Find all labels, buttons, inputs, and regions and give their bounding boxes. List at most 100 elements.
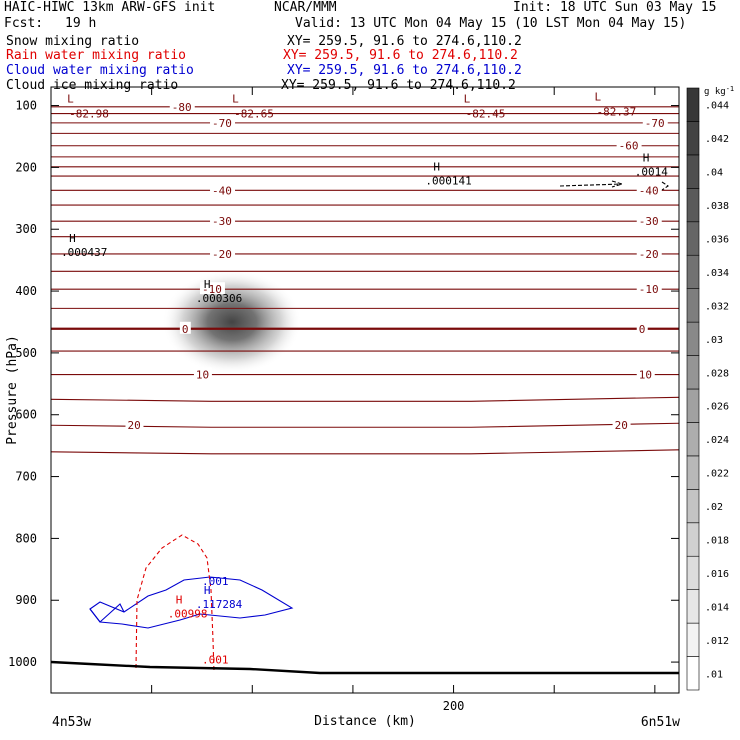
colorbar-swatch [686,87,700,122]
contour-label-bg [193,367,212,380]
maximum-value: .00998 [168,608,208,621]
contour-label-bg [210,115,236,128]
isotherm-label: -20 [639,248,659,261]
maximum-value: .000141 [425,175,471,188]
low-value: -82.98 [69,107,109,120]
field-cloudice-name: Cloud ice mixing ratio [6,78,179,93]
maximum-marker: H [204,278,211,291]
colorbar-swatch [686,288,700,323]
colorbar-swatch [686,522,700,557]
contour-label-bg [636,214,662,227]
maximum-marker: H [69,232,76,245]
contour-label-bg [210,183,236,196]
maxima-markers: H.000437H.000141H.0014H.000306H.117284H.… [61,151,668,620]
colorbar-label: .038 [705,201,729,212]
y-tick-label: 600 [15,408,37,422]
y-tick-label: 700 [15,470,37,484]
contour-label-bg [642,115,668,128]
colorbar-swatch [686,121,700,156]
terrain-surface [50,660,679,675]
colorbar-label: .036 [705,235,729,246]
colorbar-unit: g kg-1 [704,85,734,97]
maximum-marker: H [643,151,650,164]
maximum-marker: H [176,594,183,607]
colorbar-swatch [686,388,700,423]
colorbar-swatch [686,656,700,691]
y-tick-label: 200 [15,160,37,174]
field-snow-name: Snow mixing ratio [6,34,140,49]
x-axis-title: Distance (km) [314,714,416,729]
contour-label-bg [612,418,631,431]
snow-vector-symbol [559,180,669,191]
x-axis: 20 0 [50,87,656,713]
isotherm-20 [51,422,679,428]
contour-label-bg [210,246,236,259]
contour-label-bg [636,321,648,334]
low-value: -82.37 [596,106,636,119]
contour-label-bg [636,183,662,196]
valid-time: Valid: 13 UTC Mon 04 May 15 (10 LST Mon … [295,16,687,31]
isotherm-label: 20 [127,419,140,432]
temperature-contours [51,106,679,455]
isotherm-label: 10 [196,369,209,382]
contour-label-bg [210,214,236,227]
init-time: Init: 18 UTC Sun 03 May 15 [513,0,717,15]
isotherm-label: 0 [639,323,646,336]
x-start-location: 4n53w [52,715,91,730]
low-value: -82.45 [466,107,506,120]
colorbar-swatch [686,154,700,189]
contour-label-bg [616,138,642,151]
isotherm-label: -10 [639,283,659,296]
mixing-ratio-contour-label: .001 [202,575,229,588]
y-tick-label: 300 [15,222,37,236]
colorbar-label: .018 [705,536,729,547]
maximum-value: .000306 [196,292,242,305]
isotherm-25 [51,449,679,455]
isotherm-label: -40 [639,184,659,197]
colorbar-label: .01 [705,669,723,680]
isotherm-15 [51,396,679,402]
colorbar-label: .044 [705,101,729,112]
cloud-water-contour [89,576,294,629]
colorbar-swatch [686,589,700,624]
isotherm-label: -20 [212,248,232,261]
isotherm-label: -30 [212,215,232,228]
isotherm-label: -60 [619,140,639,153]
colorbar-label: .02 [705,502,723,513]
x-end-location: 6n51w [641,715,680,730]
isotherm-label: 10 [639,369,652,382]
org-label: NCAR/MMM [274,0,337,15]
contour-label-bg [125,418,144,431]
mixing-ratio-contour-label: .001 [202,653,229,666]
contour-label-bg [636,246,662,259]
low-value: -82.65 [234,107,274,120]
maximum-value: .000437 [61,246,107,259]
contour-label-bg [179,321,191,334]
low-marker: L [594,91,601,104]
isotherm-label: 20 [615,419,628,432]
isotherm-label: -30 [639,215,659,228]
y-tick-label: 1000 [8,655,37,669]
field-cloudwater-xy: XY= 259.5, 91.6 to 274.6,110.2 [287,63,522,78]
x-tick-label: 200 [443,699,465,713]
field-rain-xy: XY= 259.5, 91.6 to 274.6,110.2 [283,48,518,63]
rain-water-contour [135,534,215,673]
low-marker: L [232,92,239,105]
colorbar-swatch [686,489,700,524]
colorbar-label: .034 [705,268,729,279]
plot-frame [50,86,680,694]
field-rain-name: Rain water mixing ratio [6,48,187,63]
isotherm-label: -70 [212,117,232,130]
isotherm-label: 0 [182,323,189,336]
field-cloudice-xy: XY= 259.5, 91.6 to 274.6,110.2 [281,78,516,93]
colorbar-swatch [686,221,700,256]
maximum-marker: H [433,161,440,174]
isotherm-label: -70 [645,117,665,130]
colorbar-label: .012 [705,636,729,647]
colorbar-swatch [686,555,700,590]
field-snow-xy: XY= 259.5, 91.6 to 274.6,110.2 [287,34,522,49]
y-tick-label: 400 [15,284,37,298]
contour-label-bg [636,367,655,380]
y-axis-title: Pressure (hPa) [5,335,20,445]
